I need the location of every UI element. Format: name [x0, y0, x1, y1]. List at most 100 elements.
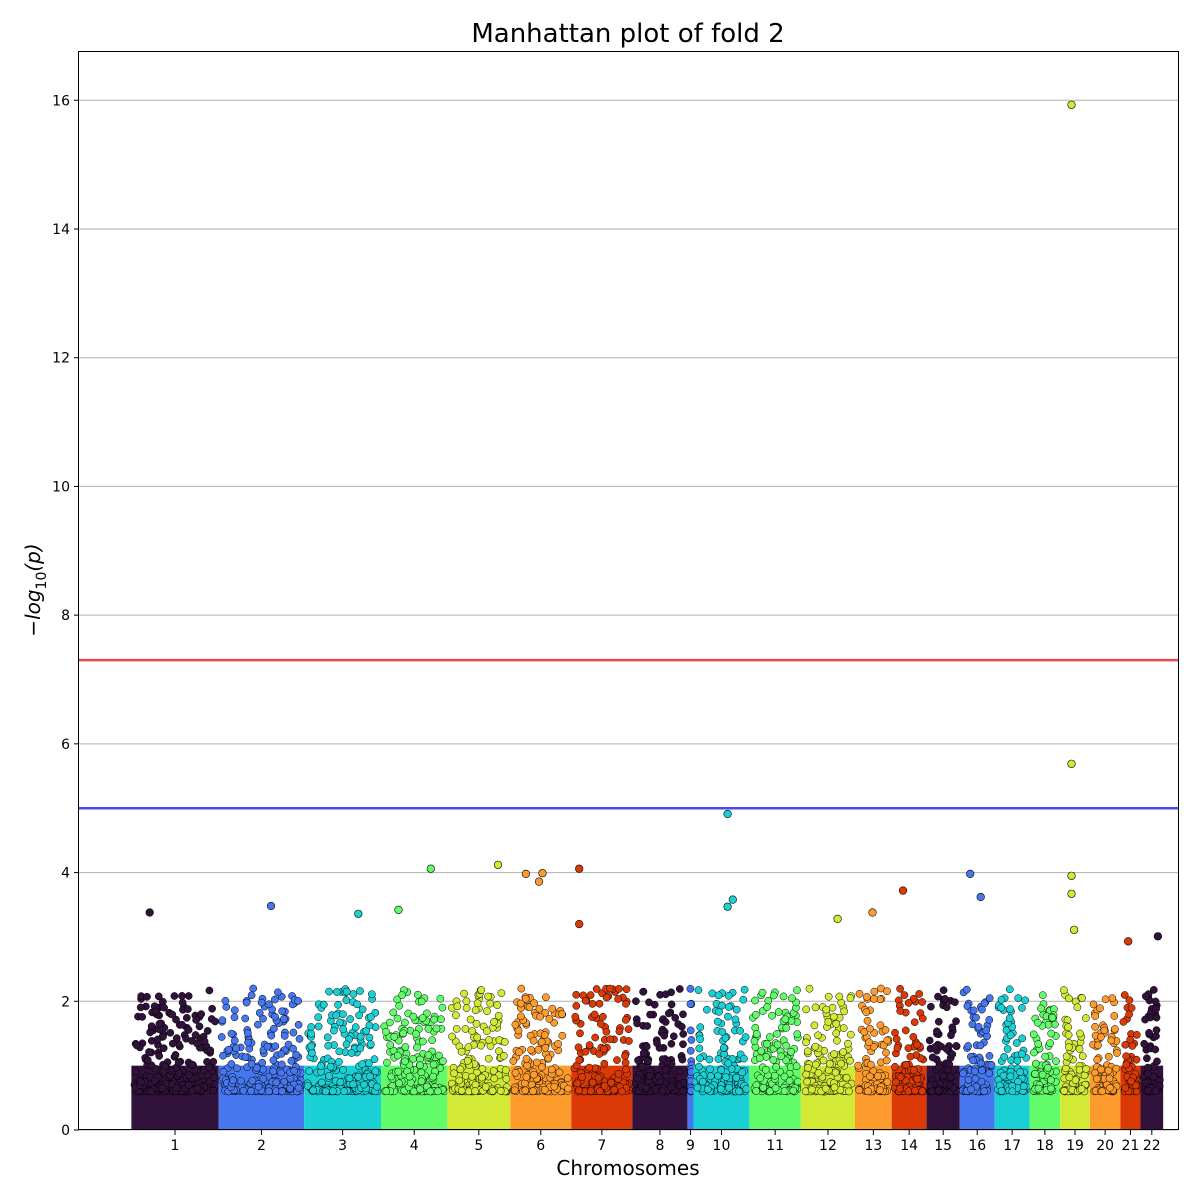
snp-point	[564, 1084, 572, 1093]
snp-point	[686, 1046, 695, 1055]
snp-point	[724, 1003, 733, 1011]
snp-point	[294, 1084, 303, 1092]
notable-point	[538, 869, 547, 878]
snp-point	[687, 1086, 695, 1095]
snp-point	[793, 1077, 802, 1086]
snp-point	[658, 1087, 667, 1096]
snp-point	[259, 1065, 267, 1074]
snp-point	[138, 1013, 147, 1021]
snp-point	[509, 1057, 518, 1065]
snp-point	[595, 1050, 604, 1058]
snp-point	[679, 1087, 688, 1096]
snp-point	[463, 1056, 472, 1065]
snp-point	[742, 1085, 751, 1093]
snp-point	[319, 1000, 328, 1009]
snp-point	[606, 1035, 615, 1044]
snp-point	[490, 1018, 498, 1026]
snp-point	[785, 1076, 794, 1085]
snp-point	[1092, 1075, 1101, 1083]
snp-point	[182, 1013, 191, 1022]
snp-point	[349, 990, 358, 998]
snp-point	[218, 1016, 227, 1025]
snp-point	[537, 1063, 546, 1071]
snp-point	[571, 1012, 580, 1021]
snp-point	[265, 1087, 273, 1096]
snp-point	[909, 1066, 918, 1074]
snp-point	[595, 999, 604, 1008]
snp-point	[1077, 1085, 1086, 1093]
snp-point	[496, 1086, 505, 1095]
snp-point	[339, 1010, 347, 1019]
snp-point	[677, 1022, 686, 1031]
snp-point	[1047, 1029, 1056, 1038]
snp-point	[1152, 1005, 1160, 1013]
snp-point	[696, 1054, 704, 1063]
snp-point	[736, 1026, 744, 1035]
snp-point	[769, 1056, 778, 1064]
snp-point	[401, 1057, 409, 1066]
snp-point	[845, 1087, 853, 1096]
snp-point	[206, 1046, 215, 1055]
snp-point	[646, 1010, 654, 1019]
snp-point	[1125, 996, 1134, 1005]
snp-point	[978, 1066, 986, 1075]
snp-point	[607, 1078, 616, 1087]
snp-point	[1110, 1012, 1119, 1020]
snp-point	[904, 1087, 913, 1096]
snp-point	[824, 1018, 833, 1026]
snp-point	[718, 1028, 727, 1036]
snp-point	[1096, 1004, 1104, 1013]
snp-point	[501, 1066, 510, 1075]
snp-point	[473, 1033, 482, 1042]
snp-point	[419, 1037, 427, 1046]
snp-point	[773, 1030, 781, 1038]
snp-point	[172, 1034, 181, 1042]
snp-point	[477, 1041, 485, 1050]
x-axis-ticks: 1 2 3 4 5 6 7 8 9 10 11 12 13 14 15 16 17 18 19 20 21 22	[171, 1130, 1161, 1154]
snp-point	[510, 1086, 519, 1095]
snp-point	[949, 1084, 958, 1092]
snp-point	[844, 1039, 852, 1048]
snp-point	[822, 1005, 831, 1014]
snp-point	[575, 1056, 584, 1064]
plot-frame	[78, 51, 1179, 1130]
snp-point	[536, 1012, 545, 1021]
snp-point	[1005, 1014, 1014, 1023]
x-tick-label: 22	[1143, 1138, 1161, 1154]
snp-point	[540, 1031, 549, 1039]
snp-point	[366, 1013, 375, 1021]
snp-point	[292, 1050, 301, 1059]
snp-point	[731, 1015, 740, 1024]
snp-point	[294, 1020, 303, 1029]
snp-point	[488, 1087, 497, 1095]
snp-point	[679, 1030, 688, 1038]
snp-point	[563, 1074, 572, 1083]
snp-point	[418, 1014, 427, 1022]
snp-point	[621, 1016, 630, 1024]
snp-point	[1082, 1014, 1090, 1022]
snp-point	[484, 992, 492, 1001]
x-tick-label: 1	[171, 1138, 180, 1154]
snp-point	[664, 1009, 673, 1018]
notable-point	[723, 902, 732, 911]
x-tick-label: 10	[713, 1138, 731, 1154]
snp-point	[855, 1086, 864, 1095]
snp-point	[412, 1029, 420, 1038]
snp-point	[667, 1083, 676, 1092]
snp-point	[913, 1040, 921, 1049]
snp-point	[437, 1015, 445, 1024]
snp-point	[768, 1011, 776, 1020]
snp-point	[974, 1022, 983, 1031]
snp-point	[544, 1054, 553, 1063]
snp-point	[1149, 986, 1158, 994]
snp-point	[351, 1023, 360, 1032]
snp-point	[752, 1030, 761, 1038]
snp-point	[669, 1032, 678, 1041]
snp-point	[892, 1078, 900, 1086]
y-tick-label: 8	[61, 608, 70, 624]
snp-point	[174, 1058, 183, 1067]
snp-point	[1089, 1000, 1098, 1009]
snp-point	[321, 1087, 330, 1096]
snp-point	[432, 1024, 441, 1033]
